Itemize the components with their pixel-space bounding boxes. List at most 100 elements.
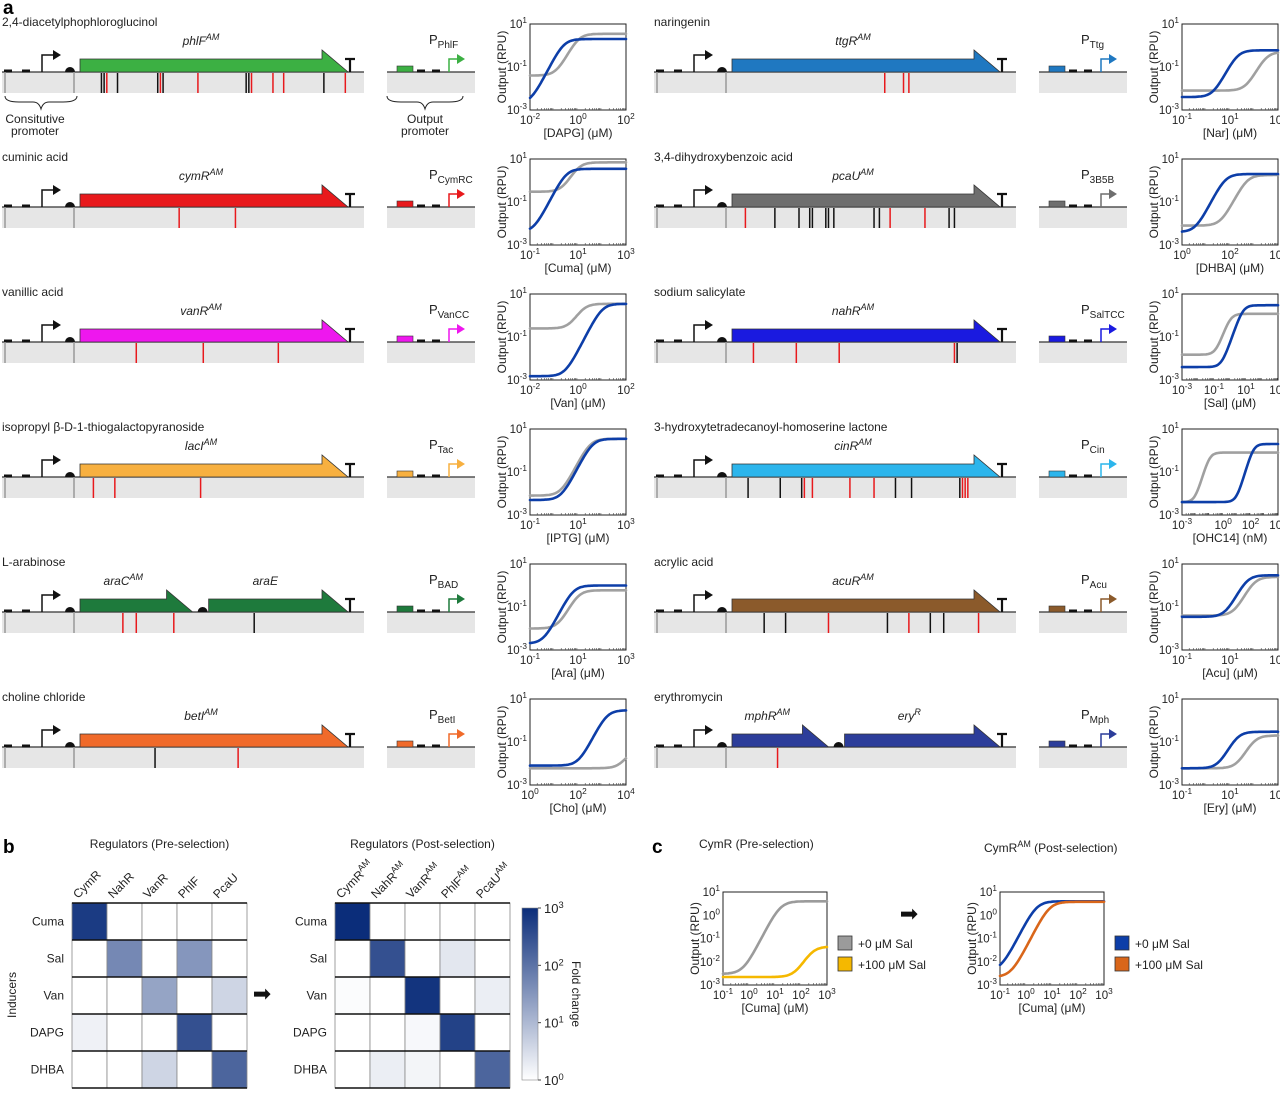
output-promoter-arrow-icon [448,193,458,207]
colorbar-tick-label: 102 [544,957,564,973]
operator-box [396,335,414,343]
heatmap-cell [141,1013,178,1052]
row-label: Sal [47,952,64,966]
operator-mark [22,474,30,478]
heatmap-cell [176,939,213,978]
output-arrowhead-icon [457,189,465,199]
x-tick-label: 104 [617,787,635,802]
output-promoter-arrow-icon [448,328,458,342]
y-tick-label: 10-1 [1159,599,1180,614]
sensor-pcau: 3,4-dihydroxybenzoic acid pcaUAM P3B5B 10-3… [654,150,1280,275]
rbs-icon [717,337,727,342]
terminator-icon [345,57,355,72]
promoter-track [387,612,475,633]
heatmap-cell [369,902,406,941]
heatmap-cell [106,1013,143,1052]
colorbar-bar [521,907,539,1081]
curve-pre [1180,451,1280,504]
x-tick-label: 10-3 [1172,517,1193,532]
terminator-icon [997,327,1007,342]
heatmap-cell [71,976,108,1015]
curve-post [528,37,628,100]
y-tick-label: 10-3 [507,237,528,252]
terminator-icon [345,192,355,207]
x-tick-label: 102 [1242,517,1260,532]
legend-label: +0 μM Sal [1135,937,1190,951]
output-promoter-name: PVanCC [429,302,469,321]
gene-track [2,207,364,228]
minor-ticks [1186,378,1278,380]
x-axis-label: [IPTG] (μM) [547,531,610,545]
column-label: PhlF [175,874,202,901]
heatmap-cell [211,939,248,978]
x-tick-label: 102 [1069,987,1087,1002]
gene-track [654,612,1016,633]
y-axis-label: Output (RPU) [495,706,509,779]
operator-mark [1069,474,1077,478]
gene-track [654,747,1016,768]
colorbar-tick-label: 101 [544,1015,564,1031]
heatmap-cell [439,976,476,1015]
promoter-track [1039,747,1127,768]
minor-ticks [1188,648,1278,650]
operator-box [1048,740,1066,748]
heatmap-cell [334,939,371,978]
output-promoter-name: P3B5B [1081,167,1114,186]
output-arrowhead-icon [1109,189,1117,199]
inducer-name: L-arabinose [2,555,66,569]
row-label: Van [44,989,64,1003]
x-tick-label: 103 [617,517,635,532]
x-tick-label: 101 [1221,652,1239,667]
gene-arrow [731,49,1002,73]
heatmap-cell [106,902,143,941]
operator-mark [656,474,664,478]
heatmap-cell [404,939,441,978]
promoter-arrowhead-icon [705,725,713,735]
heatmap-cell [71,902,108,941]
curve-pre [528,756,628,770]
operator-box [396,65,414,73]
terminator-icon [997,57,1007,72]
heatmap-cell [474,976,511,1015]
x-axis-label: [Acu] (μM) [1202,666,1258,680]
curve-post [528,437,628,502]
minor-ticks [536,648,626,650]
terminator-icon [997,462,1007,477]
operator-mark [4,744,12,748]
colorbar: 100 101 102 103 Fold change [521,900,583,1088]
x-axis-label: [Van] (μM) [550,396,605,410]
y-axis-label: Output (RPU) [495,571,509,644]
legend-swatch [1114,935,1130,951]
curve-post [1180,574,1280,619]
y-axis-label: Output (RPU) [1147,571,1161,644]
operator-mark [432,69,440,73]
promoter-track [1039,72,1127,93]
output-promoter-arrow-icon [1100,193,1110,207]
promoter-arrowhead-icon [705,590,713,600]
curve-post [1180,49,1280,99]
rbs-icon [65,67,75,72]
heatmap-cell [211,902,248,941]
y-tick-label: 10-3 [1159,507,1180,522]
sensor-cinr: 3-hydroxytetradecanoyl-homoserine lacton… [654,420,1280,545]
gene-track [2,72,364,93]
row-label: DAPG [30,1026,64,1040]
legend-swatch [1114,956,1130,972]
operator-box [396,200,414,208]
promoter-track [387,747,475,768]
promoter-arrow-icon [41,189,54,207]
panel-letter-c: c [652,837,663,858]
x-axis-label: [Nar] (μM) [1203,126,1257,140]
operator-mark [1084,204,1092,208]
legend-label: +100 μM Sal [858,958,926,972]
gene-track [654,207,1016,228]
plot-frame [1181,293,1279,381]
gene-arrow [731,724,830,748]
gene-arrow [844,724,1002,748]
y-tick-label: 101 [510,421,528,436]
rbs-icon [717,742,727,747]
operator-mark [4,69,12,73]
y-axis-label: Output (RPU) [495,31,509,104]
